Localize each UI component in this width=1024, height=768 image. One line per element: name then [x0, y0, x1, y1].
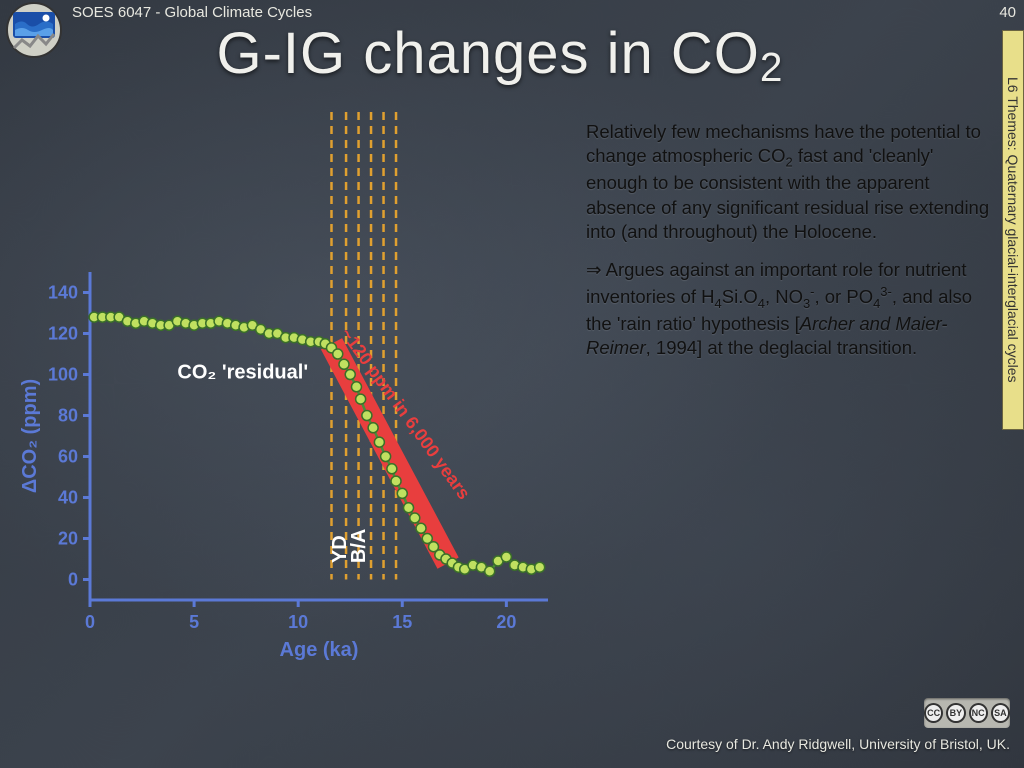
co2-chart: 0 20 40 60 80 100 120 140 0 5 10 15 20 Age (ka) ΔCO₂ (…: [18, 262, 558, 662]
lecture-theme-tab: L6 Themes: Quaternary glacial-interglaci…: [1002, 30, 1024, 430]
svg-text:5: 5: [189, 612, 199, 632]
svg-text:20: 20: [496, 612, 516, 632]
body-text-column: Relatively few mechanisms have the poten…: [586, 120, 994, 375]
svg-text:15: 15: [392, 612, 412, 632]
svg-text:60: 60: [58, 447, 78, 467]
svg-text:80: 80: [58, 406, 78, 426]
svg-text:10: 10: [288, 612, 308, 632]
svg-text:40: 40: [58, 488, 78, 508]
svg-text:100: 100: [48, 365, 78, 385]
paragraph-2: ⇒ Argues against an important role for n…: [586, 258, 994, 360]
sa-icon: SA: [991, 703, 1010, 723]
slide-number: 40: [999, 4, 1016, 21]
nc-icon: NC: [969, 703, 988, 723]
svg-text:ΔCO₂ (ppm): ΔCO₂ (ppm): [19, 379, 41, 493]
svg-text:0: 0: [68, 570, 78, 590]
svg-text:140: 140: [48, 283, 78, 303]
cc-icon: CC: [924, 703, 943, 723]
svg-text:CO₂ 'residual': CO₂ 'residual': [177, 362, 308, 384]
svg-text:Age (ka): Age (ka): [280, 639, 359, 661]
svg-text:0: 0: [85, 612, 95, 632]
courtesy-line: Courtesy of Dr. Andy Ridgwell, Universit…: [666, 736, 1010, 752]
svg-text:120: 120: [48, 324, 78, 344]
cc-license-badge: CC BY NC SA: [924, 698, 1010, 728]
title-subscript: 2: [760, 44, 784, 90]
svg-text:20: 20: [58, 529, 78, 549]
by-icon: BY: [946, 703, 965, 723]
slide-title: G-IG changes in CO2: [0, 20, 1000, 87]
paragraph-1: Relatively few mechanisms have the poten…: [586, 120, 994, 244]
course-code: SOES 6047 - Global Climate Cycles: [72, 4, 312, 21]
title-text: G-IG changes in CO: [216, 21, 759, 86]
svg-text:B/A: B/A: [348, 529, 370, 563]
